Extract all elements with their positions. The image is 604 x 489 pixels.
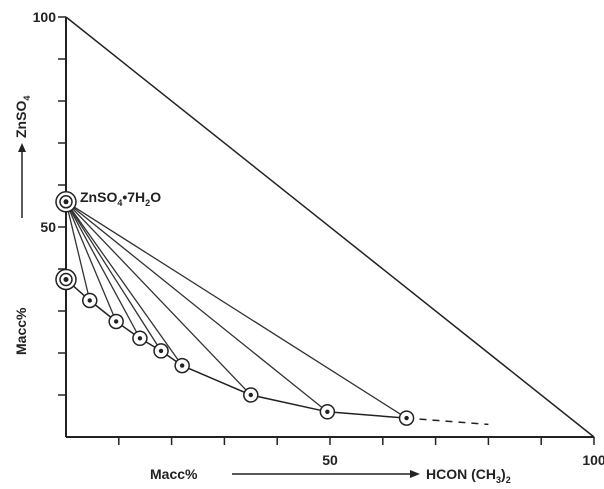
x-arrow-head	[410, 470, 420, 478]
curve-point-dot-6	[325, 409, 330, 414]
solid-phase-point-dot	[63, 199, 69, 205]
tie-line-0	[65, 201, 91, 301]
solid-phase-point-inner	[59, 195, 73, 209]
curve-point-dot-0	[87, 298, 92, 303]
y-tick-label-100: 100	[33, 9, 57, 25]
solid-phase-label: ZnSO4•7H2O	[80, 189, 161, 208]
curve-point-dot-4	[179, 363, 185, 368]
hypotenuse-line	[65, 16, 595, 438]
tie-line-2	[65, 201, 141, 339]
y-axis-label-top: ZnSO4	[13, 96, 32, 138]
curve-point-dot-2	[137, 336, 143, 341]
tie-line-4	[65, 201, 183, 366]
solubility-curve	[65, 278, 407, 419]
x-axis-label-left: Macc%	[150, 466, 198, 482]
curve-point-dot-5	[248, 392, 253, 398]
y-tick-label-50: 50	[40, 219, 56, 235]
tie-line-6	[65, 201, 328, 413]
x-tick-label-50: 50	[322, 452, 338, 468]
x-axis-label-right: HCON (CH3)2	[426, 466, 511, 485]
axes	[18, 16, 595, 478]
data-lines	[65, 201, 489, 426]
dashed-extension	[406, 417, 489, 426]
tie-line-3	[65, 201, 162, 352]
y-arrow-head	[18, 143, 26, 152]
invariant-point-dot	[63, 277, 69, 282]
invariant-point-inner	[59, 272, 73, 287]
y-axis-label-bottom: Macc%	[13, 307, 29, 355]
x-tick-label-100: 100	[582, 452, 604, 468]
curve-point-dot-3	[158, 348, 164, 354]
tie-line-5	[65, 201, 252, 396]
tie-line-1	[65, 201, 117, 322]
data-points	[55, 191, 415, 426]
ticks: 50 100 50 100	[33, 9, 604, 468]
labels: Macc% ZnSO4 Macc% HCON (CH3)2 ZnSO4•7H2O	[13, 96, 511, 485]
curve-point-dot-1	[113, 319, 119, 324]
tie-line-7	[65, 201, 407, 419]
curve-point-dot-7	[404, 415, 409, 421]
